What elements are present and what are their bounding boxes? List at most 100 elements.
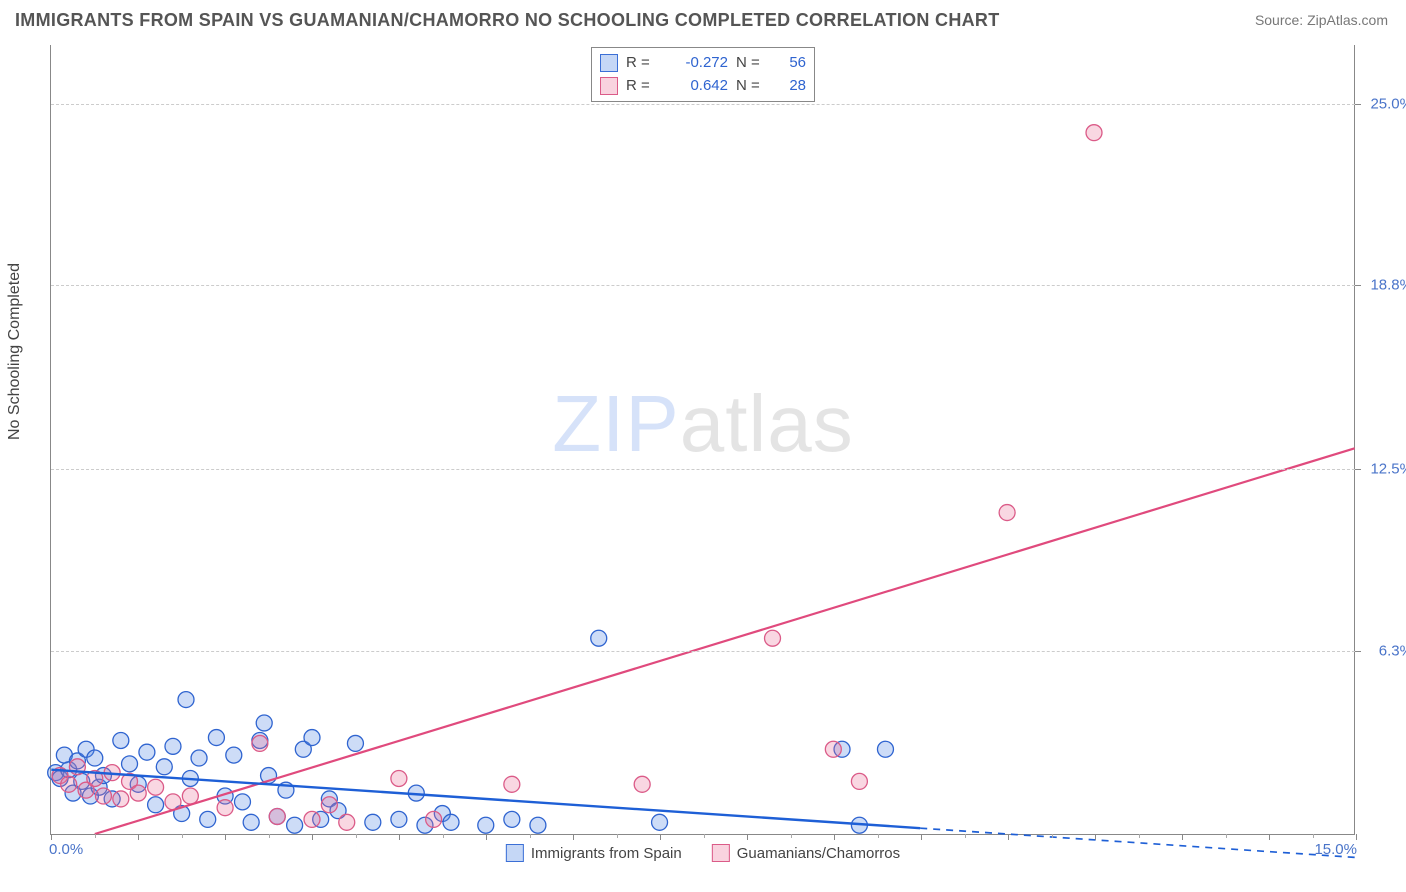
blue-point [139,744,155,760]
pink-point [391,770,407,786]
x-tick-minor [1139,834,1140,838]
blue-point [652,814,668,830]
legend-n-label: N = [736,52,768,75]
gridline-h [51,104,1355,105]
blue-point [347,735,363,751]
x-tick [225,834,226,840]
blue-point [287,817,303,833]
pink-point [148,779,164,795]
legend-swatch-blue [600,54,618,72]
x-tick-minor [1226,834,1227,838]
legend-series: Immigrants from Spain Guamanians/Chamorro… [506,844,900,862]
x-tick [660,834,661,840]
legend-item: Guamanians/Chamorros [712,844,900,862]
x-tick-minor [965,834,966,838]
x-tick-minor [95,834,96,838]
x-max-label: 15.0% [1314,841,1357,858]
blue-point [304,730,320,746]
legend-n-label: N = [736,75,768,98]
legend-n-value: 56 [776,52,806,75]
pink-point [1086,125,1102,141]
gridline-h [51,285,1355,286]
plot-area: ZIPatlas R =-0.272N =56R =0.642N =28 0.0… [50,45,1355,835]
pink-point [304,811,320,827]
right-tick [1355,104,1361,105]
blue-point [148,797,164,813]
blue-point [877,741,893,757]
legend-swatch-pink [712,844,730,862]
y-axis-label: No Schooling Completed [6,263,24,440]
y-tick-label: 12.5% [1370,461,1406,478]
correlation-chart: IMMIGRANTS FROM SPAIN VS GUAMANIAN/CHAMO… [0,0,1406,892]
x-tick-minor [443,834,444,838]
blue-point [156,759,172,775]
blue-point [365,814,381,830]
pink-point [252,735,268,751]
pink-point [426,811,442,827]
x-tick [747,834,748,840]
blue-point [87,750,103,766]
legend-item-label: Immigrants from Spain [531,845,682,862]
blue-point [530,817,546,833]
y-tick-label: 25.0% [1370,95,1406,112]
legend-swatch-pink [600,77,618,95]
y-tick-label: 18.8% [1370,276,1406,293]
legend-item-label: Guamanians/Chamorros [737,845,900,862]
legend-r-value: 0.642 [666,75,728,98]
legend-stats-row: R = 0.642 N = 28 [600,75,806,98]
x-tick-minor [1313,834,1314,838]
legend-stats: R =-0.272N =56R =0.642N =28 [591,47,815,102]
pink-point [61,776,77,792]
blue-point [208,730,224,746]
x-tick-minor [182,834,183,838]
pink-point [825,741,841,757]
blue-point [591,630,607,646]
pink-point [321,797,337,813]
blue-trendline-ext [920,828,1354,857]
legend-r-label: R = [626,75,658,98]
pink-point [504,776,520,792]
x-tick-minor [704,834,705,838]
x-tick-minor [1052,834,1053,838]
pink-point [999,505,1015,521]
right-tick [1355,469,1361,470]
x-tick [1269,834,1270,840]
x-tick [921,834,922,840]
legend-n-value: 28 [776,75,806,98]
blue-point [226,747,242,763]
blue-point [234,794,250,810]
pink-point [634,776,650,792]
gridline-h [51,651,1355,652]
x-tick-minor [530,834,531,838]
pink-point [217,800,233,816]
x-tick-minor [617,834,618,838]
pink-trendline [95,448,1355,834]
blue-point [256,715,272,731]
x-tick [1008,834,1009,840]
legend-r-label: R = [626,52,658,75]
legend-item: Immigrants from Spain [506,844,682,862]
x-tick-minor [791,834,792,838]
pink-point [269,808,285,824]
pink-point [182,788,198,804]
blue-point [443,814,459,830]
pink-point [851,773,867,789]
right-tick [1355,651,1361,652]
x-tick [138,834,139,840]
blue-point [478,817,494,833]
pink-point [95,788,111,804]
x-tick [834,834,835,840]
x-tick [1356,834,1357,840]
right-tick [1355,285,1361,286]
y-tick-label: 6.3% [1379,642,1406,659]
blue-point [122,756,138,772]
chart-title: IMMIGRANTS FROM SPAIN VS GUAMANIAN/CHAMO… [15,10,1000,31]
blue-point [191,750,207,766]
source-label: Source: ZipAtlas.com [1255,12,1388,28]
blue-point [113,732,129,748]
blue-point [200,811,216,827]
x-tick-minor [269,834,270,838]
x-tick [312,834,313,840]
x-tick [1182,834,1183,840]
pink-point [130,785,146,801]
